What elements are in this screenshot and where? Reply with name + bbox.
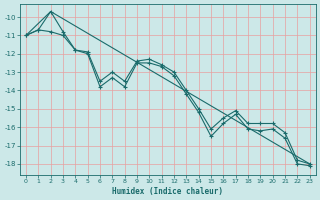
X-axis label: Humidex (Indice chaleur): Humidex (Indice chaleur)	[112, 187, 223, 196]
